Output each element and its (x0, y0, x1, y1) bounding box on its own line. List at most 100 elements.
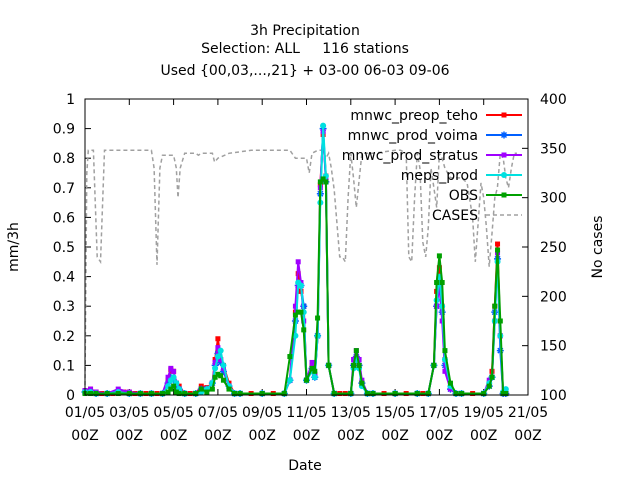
x-axis-label: Date (288, 458, 321, 474)
x-tick-label-hour: 00Z (204, 428, 231, 444)
legend-marker (501, 112, 507, 118)
series-OBS (82, 176, 509, 397)
x-tick-label-date: 09/05 (242, 405, 282, 421)
data-point (176, 391, 182, 397)
data-point (232, 391, 238, 397)
data-point (348, 391, 354, 397)
data-point (500, 391, 506, 397)
x-tick-label-hour: 00Z (514, 428, 541, 444)
series-line (85, 124, 507, 395)
data-point (439, 280, 445, 286)
y2-axis-label: No cases (590, 216, 606, 279)
legend-marker (500, 131, 508, 139)
data-point (436, 253, 442, 259)
y2-tick-label: 200 (540, 289, 567, 305)
data-point (315, 315, 321, 321)
x-tick-label-date: 19/05 (464, 405, 504, 421)
x-tick-label-hour: 00Z (470, 428, 497, 444)
data-point (168, 386, 174, 392)
data-point (351, 362, 357, 368)
data-point (434, 280, 440, 286)
y-tick-label: 0.3 (53, 299, 75, 315)
data-point (214, 353, 221, 360)
data-point (168, 365, 174, 371)
data-point (217, 347, 224, 354)
data-point (215, 336, 221, 342)
plot-frame (84, 98, 529, 396)
data-point (309, 359, 315, 365)
data-point (495, 241, 501, 247)
data-point (297, 282, 304, 289)
legend-label: mnwc_preop_teho (350, 108, 478, 124)
legend-marker (501, 152, 507, 158)
data-point (323, 179, 329, 185)
y-tick-label: 0.4 (53, 270, 75, 286)
data-point (356, 362, 362, 368)
data-point (442, 368, 448, 374)
data-point (126, 391, 132, 397)
data-point (497, 318, 503, 324)
y-axis-label: mm/3h (6, 222, 22, 272)
x-tick-label-hour: 00Z (426, 428, 453, 444)
data-point (212, 374, 218, 380)
y2-tick-label: 100 (540, 388, 567, 404)
data-point (301, 327, 307, 333)
x-tick-label-date: 03/05 (109, 405, 149, 421)
data-point (320, 176, 326, 182)
legend: mnwc_preop_teho mnwc_prod_voima mnwc_prod_… (342, 108, 522, 224)
data-point (218, 356, 224, 362)
y-tick-label: 0.8 (53, 151, 75, 167)
data-point (353, 348, 359, 354)
data-point (414, 391, 420, 397)
data-point (182, 391, 188, 397)
data-point (295, 309, 301, 315)
data-point (311, 374, 318, 381)
title-line-3: Used {00,03,...,21} + 03-00 06-03 09-06 (160, 63, 449, 79)
axis-ticks: 0 0.1 0.2 0.3 0.4 0.5 0.6 0.7 0.8 0.9 1 100 150 200 25… (53, 92, 567, 444)
data-point (212, 365, 219, 372)
data-point (431, 362, 437, 368)
data-point (502, 386, 509, 393)
data-point (492, 303, 498, 309)
data-point (104, 391, 110, 397)
legend-entry: CASES (432, 208, 522, 224)
y2-tick-label: 400 (540, 92, 567, 108)
data-point (503, 391, 509, 397)
y-tick-label: 0.6 (53, 210, 75, 226)
data-point (447, 380, 453, 386)
y2-tick-label: 350 (540, 141, 567, 157)
data-point (331, 391, 337, 397)
legend-marker (501, 172, 507, 178)
y-tick-label: 0.5 (53, 240, 75, 256)
cases-layer (84, 149, 517, 386)
legend-entry: mnwc_prod_voima (348, 128, 522, 144)
x-tick-label-hour: 00Z (337, 428, 364, 444)
data-point (170, 374, 177, 381)
y2-tick-label: 250 (540, 240, 567, 256)
x-tick-label-hour: 00Z (160, 428, 187, 444)
data-point (137, 391, 143, 397)
legend-entry: OBS (449, 188, 522, 204)
legend-label: CASES (432, 208, 478, 224)
data-point (326, 362, 332, 368)
title-line-1: 3h Precipitation (250, 23, 360, 39)
data-point (115, 391, 121, 397)
data-point (204, 389, 210, 395)
data-point (148, 391, 154, 397)
data-point (171, 368, 177, 374)
y-tick-label: 0 (66, 388, 75, 404)
x-tick-label-date: 05/05 (153, 405, 193, 421)
data-point (165, 389, 171, 395)
data-point (317, 179, 323, 185)
data-point (312, 368, 318, 374)
x-tick-label-hour: 00Z (71, 428, 98, 444)
y-tick-label: 0.1 (53, 358, 75, 374)
title-line-2: Selection: ALL 116 stations (201, 41, 409, 57)
data-point (220, 362, 227, 369)
series-layer (81, 122, 510, 398)
x-tick-label-hour: 00Z (248, 428, 275, 444)
x-tick-label-date: 15/05 (375, 405, 415, 421)
data-point (453, 391, 459, 397)
data-point (160, 391, 166, 397)
